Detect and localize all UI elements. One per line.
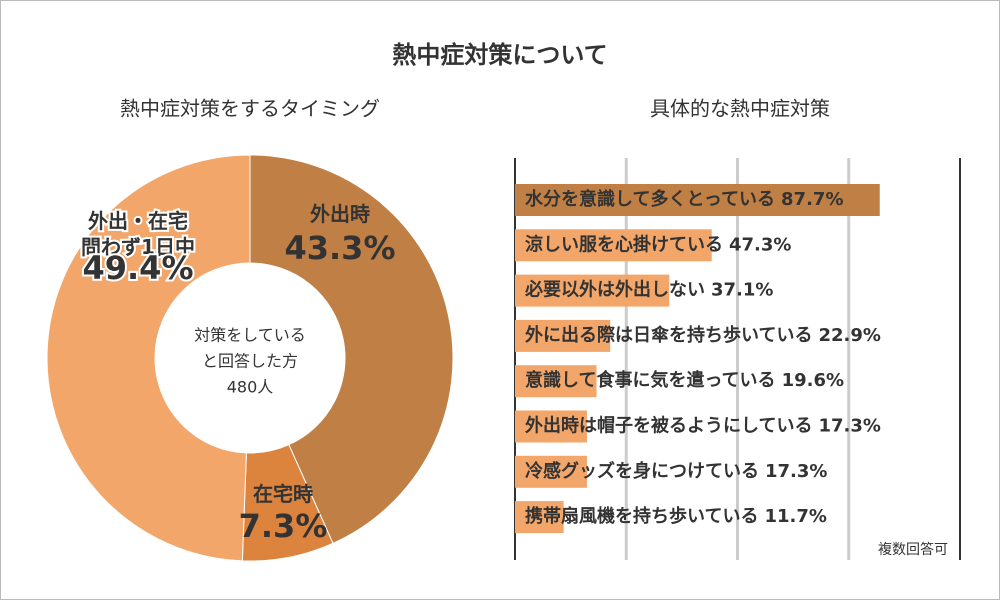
bar-category: 意識して食事に気を遣っている <box>525 369 776 391</box>
bar-label: 外に出る際は日傘を持ち歩いている 22.9% <box>525 324 881 346</box>
slice-value-label: 49.4% <box>82 249 193 287</box>
slice-label: 在宅時 <box>253 482 313 506</box>
bar <box>515 410 587 443</box>
bar-value-label: 87.7% <box>781 189 843 210</box>
pie-slice <box>249 154 454 544</box>
bar-value-label: 22.9% <box>818 325 880 346</box>
slice-label-line: 外出・在宅 <box>88 209 188 233</box>
bar-category: 携帯扇風機を持ち歩いている <box>525 505 758 527</box>
bar-category: 冷感グッズを身につけている <box>525 460 759 482</box>
bar-label: 携帯扇風機を持ち歩いている 11.7% <box>525 505 827 527</box>
bar <box>515 319 611 352</box>
bar-label: 意識して食事に気を遣っている 19.6% <box>525 369 844 391</box>
slice-label-line: 在宅時 <box>253 482 313 506</box>
bar-category: 外出時は帽子を被るようにしている <box>525 415 812 437</box>
bar-label: 水分を意識して多くとっている 87.7% <box>525 188 843 210</box>
bar-category: 水分を意識して多くとっている <box>525 188 775 210</box>
bar-value-label: 17.3% <box>765 461 827 482</box>
slice-value-label: 43.3% <box>284 229 395 267</box>
slice-label-line: 問わず1日中 <box>81 235 195 259</box>
bar-value-label: 11.7% <box>764 506 826 527</box>
bar <box>515 274 670 307</box>
note: 複数回答可 <box>878 541 948 558</box>
pie-subtitle: 熱中症対策をするタイミング <box>120 97 380 121</box>
bar <box>515 455 587 488</box>
bar-category: 涼しい服を心掛けている <box>525 233 723 255</box>
slice-label: 外出・在宅問わず1日中 <box>81 209 195 259</box>
bar-value-label: 47.3% <box>729 234 791 255</box>
bar-category: 外に出る際は日傘を持ち歩いている <box>525 324 812 346</box>
bar-value-label: 19.6% <box>782 370 844 391</box>
chart-title: 熱中症対策について <box>392 41 607 69</box>
center-text: と回答した方 <box>202 352 298 371</box>
center-text: 対策をしている <box>194 326 306 345</box>
pie-slice <box>46 154 251 562</box>
bar-label: 外出時は帽子を被るようにしている 17.3% <box>525 415 881 437</box>
bar-value-label: 17.3% <box>818 416 880 437</box>
slice-label-line: 外出時 <box>310 202 370 226</box>
bar-category: 必要以外は外出しない <box>524 279 705 301</box>
bar <box>515 501 564 534</box>
bar <box>515 184 880 216</box>
bar-subtitle: 具体的な熱中症対策 <box>650 97 830 121</box>
bar-label: 冷感グッズを身につけている 17.3% <box>525 460 827 482</box>
center-text: 480人 <box>227 378 274 397</box>
bar <box>515 229 712 262</box>
bar <box>515 365 597 398</box>
bar-label: 必要以外は外出しない 37.1% <box>524 279 773 301</box>
bar-label: 涼しい服を心掛けている 47.3% <box>525 233 791 255</box>
bar-value-label: 37.1% <box>711 280 773 301</box>
slice-label: 外出時 <box>310 202 370 226</box>
slice-value-label: 7.3% <box>239 507 328 545</box>
